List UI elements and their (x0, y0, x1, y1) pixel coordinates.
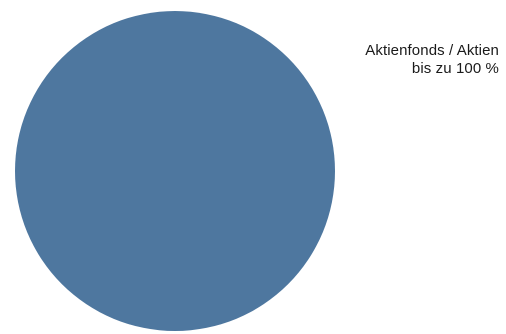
pie-slice-0 (15, 11, 335, 331)
pie-slices (15, 11, 335, 331)
slice-label-aktienfonds: Aktienfonds / Aktien bis zu 100 % (365, 42, 499, 78)
slice-label-name: Aktienfonds / Aktien (365, 42, 499, 59)
slice-label-share: bis zu 100 % (411, 60, 499, 77)
